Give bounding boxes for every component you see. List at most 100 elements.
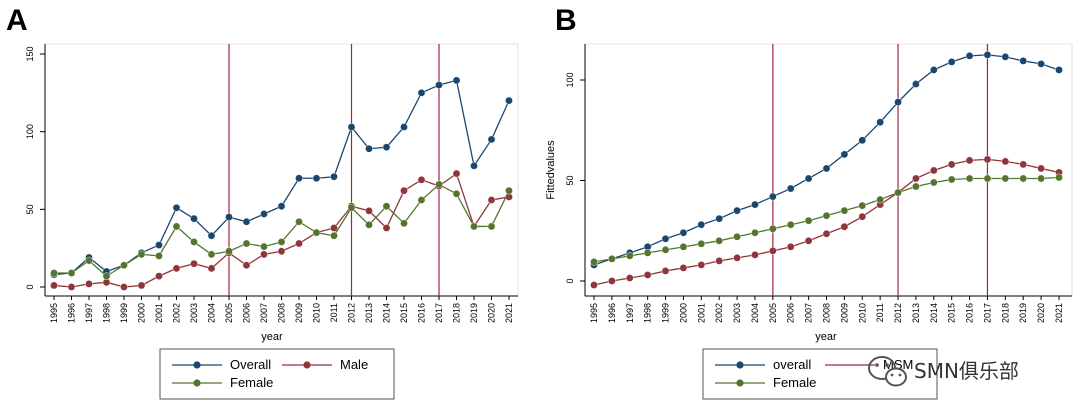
panel-a-point-female — [225, 247, 233, 256]
panel-a-x-tick-label: 2017 — [434, 303, 444, 323]
panel-b-point-overall — [965, 52, 974, 60]
panel-a-point-male — [452, 169, 461, 178]
panel-b: B Fittedvalues 0 50 100 1995 1996 1997 1998 19… — [545, 4, 1073, 400]
panel-a-point-overall — [225, 213, 233, 221]
panel-a-x-tick-label: 2006 — [242, 303, 252, 323]
panel-b-point-overall — [912, 80, 920, 88]
panel-a-point-female — [120, 261, 128, 270]
panel-b-x-tick-label: 2006 — [786, 303, 796, 323]
panel-b-point-female — [822, 211, 831, 220]
panel-a-point-overall — [277, 202, 286, 211]
panel-b-point-female — [661, 246, 670, 254]
panel-b-point-female — [643, 249, 652, 257]
panel-b-point-msm — [625, 274, 634, 282]
legend-label: Female — [230, 375, 273, 390]
panel-a-point-female — [155, 252, 163, 260]
panel-a-point-overall — [347, 123, 356, 131]
panel-b-x-tick-label: 2020 — [1036, 303, 1046, 323]
panel-b-point-female — [858, 201, 867, 210]
panel-b-point-msm — [858, 212, 867, 221]
panel-a-point-female — [50, 269, 58, 277]
panel-a-x-tick-label: 2009 — [294, 303, 304, 323]
panel-a-point-female — [400, 219, 408, 228]
panel-b-point-overall — [697, 220, 706, 229]
panel-b-point-female — [679, 243, 688, 251]
panel-b-point-msm — [1037, 164, 1045, 173]
panel-a-legend — [159, 348, 395, 400]
panel-a-point-male — [277, 247, 286, 256]
panel-b-point-overall — [733, 206, 741, 215]
panel-b-x-tick-label: 2018 — [1000, 303, 1010, 323]
panel-b-x-axis-label: year — [815, 331, 837, 343]
panel-a-point-female — [365, 221, 373, 229]
panel-a-legend-item-female: Female — [172, 375, 273, 390]
panel-a-point-overall — [417, 89, 426, 97]
panel-a: A 0 50 100 150 1995 1996 1997 1998 1999 2000 2001… — [6, 4, 519, 400]
panel-b-y-axis-label: Fittedvalues — [545, 140, 557, 200]
panel-a-point-female — [330, 231, 338, 240]
panel-b-point-female — [733, 232, 741, 241]
panel-a-point-overall — [330, 172, 338, 181]
panel-b-x-tick-label: 2021 — [1054, 303, 1064, 323]
panel-b-point-overall — [751, 200, 759, 209]
panel-a-point-female — [312, 228, 321, 237]
panel-b-point-overall — [858, 136, 867, 145]
panel-b-x-tick-label: 2007 — [804, 303, 814, 323]
panel-a-point-female — [172, 222, 181, 231]
panel-a-x-tick-label: 2000 — [137, 303, 147, 323]
panel-a-point-female — [470, 222, 478, 231]
panel-b-point-overall — [769, 192, 777, 201]
panel-a-point-female — [435, 180, 443, 189]
panel-a-point-female — [102, 272, 111, 280]
panel-b-x-tick-label: 2012 — [893, 303, 903, 323]
panel-b-point-overall — [894, 98, 902, 106]
panel-a-plot-area — [44, 43, 519, 297]
panel-a-point-overall — [435, 81, 443, 89]
panel-a-x-tick-label: 1996 — [67, 303, 77, 323]
panel-b-point-female — [983, 174, 992, 183]
panel-a-x-tick-label: 1997 — [84, 303, 94, 323]
panel-b-point-msm — [930, 166, 938, 175]
panel-a-point-female — [67, 269, 76, 277]
panel-b-legend-item-overall: overall — [715, 357, 811, 372]
panel-b-x-tick-label: 2009 — [839, 303, 849, 323]
panel-b-point-female — [965, 174, 974, 183]
panel-b-point-female — [751, 228, 759, 237]
panel-b-point-msm — [590, 281, 598, 289]
panel-a-point-male — [190, 259, 198, 268]
panel-a-point-female — [260, 242, 268, 251]
panel-a-x-tick-label: 2016 — [417, 303, 427, 323]
panel-b-point-female — [876, 195, 884, 204]
panel-b-point-msm — [983, 155, 992, 164]
panel-b-letter: B — [555, 4, 577, 37]
panel-b-series-msm — [590, 155, 1063, 289]
panel-a-point-male — [487, 196, 496, 204]
panel-a-point-female — [85, 256, 93, 265]
panel-a-x-tick-label: 2007 — [259, 303, 269, 323]
panel-b-x-tick-label: 2005 — [768, 303, 778, 323]
panel-a-x-tick-label: 1999 — [119, 303, 129, 323]
panel-a-x-tick-label: 2012 — [347, 303, 357, 323]
panel-b-point-female — [590, 258, 598, 266]
panel-b-point-overall — [983, 51, 992, 59]
panel-a-point-male — [382, 224, 391, 232]
panel-a-point-female — [242, 239, 251, 248]
panel-b-point-overall — [1055, 66, 1063, 74]
legend-label: Overall — [230, 357, 271, 372]
panel-b-x-tick-label: 2002 — [714, 303, 724, 323]
panel-b-x-tick-label: 1997 — [625, 303, 635, 323]
panel-a-legend-item-male: Male — [282, 357, 368, 372]
panel-b-point-msm — [697, 261, 706, 269]
panel-b-point-msm — [840, 222, 849, 231]
panel-b-point-overall — [715, 214, 723, 223]
panel-b-x-tick-label: 2003 — [732, 303, 742, 323]
panel-b-point-female — [804, 216, 813, 225]
panel-b-point-overall — [822, 164, 831, 173]
panel-b-x-tick-label: 2013 — [911, 303, 921, 323]
panel-b-point-overall — [661, 234, 670, 243]
panel-b-x-tick-label: 2017 — [982, 303, 992, 323]
panel-a-point-female — [487, 222, 496, 231]
panel-b-point-female — [715, 236, 723, 245]
panel-b-x-tick-label: 2000 — [678, 303, 688, 323]
panel-b-y-tick-label: 100 — [565, 72, 575, 87]
